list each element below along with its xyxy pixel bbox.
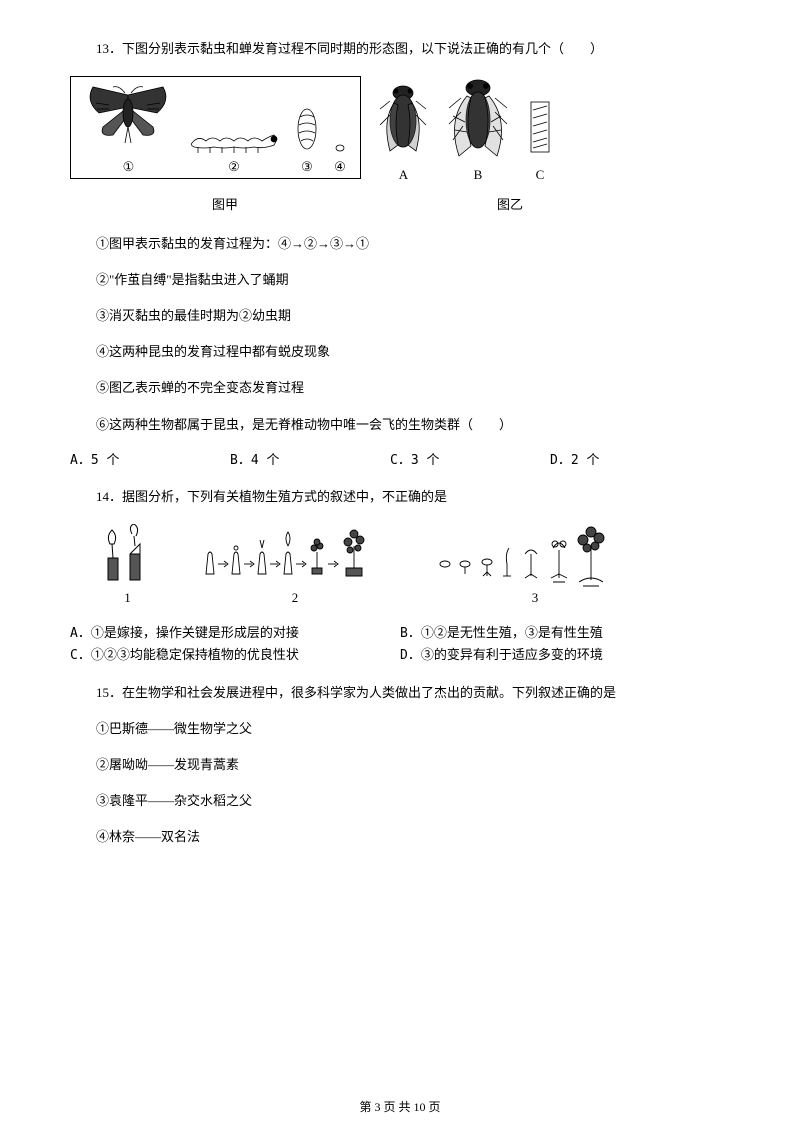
q13-s6: ⑥这两种生物都属于昆虫，是无脊椎动物中唯一会飞的生物类群（ ） — [70, 416, 730, 434]
q14-option-d[interactable]: D．③的变异有利于适应多变的环境 — [400, 647, 730, 665]
q14-option-b[interactable]: B．①②是无性生殖，③是有性生殖 — [400, 625, 730, 643]
q13-s2: ②"作茧自缚"是指黏虫进入了蛹期 — [70, 271, 730, 289]
q13-option-b[interactable]: B．4 个 — [230, 452, 390, 470]
figure-jia-caption: 图甲 — [70, 196, 380, 214]
q14-options-row2: C．①②③均能稳定保持植物的优良性状 D．③的变异有利于适应多变的环境 — [70, 647, 730, 665]
q14-option-a[interactable]: A．①是嫁接，操作关键是形成层的对接 — [70, 625, 400, 643]
figure-egg: ④ — [330, 128, 350, 176]
q13-options: A．5 个 B．4 个 C．3 个 D．2 个 — [70, 452, 730, 470]
q15-s1: ①巴斯德——微生物学之父 — [70, 720, 730, 738]
q14-figures: 1 2 — [100, 524, 730, 607]
page-footer: 第 3 页 共 10 页 — [0, 1099, 800, 1116]
q13-s1: ①图甲表示黏虫的发育过程为：④→②→③→① — [70, 235, 730, 253]
q13-s4: ④这两种昆虫的发育过程中都有蜕皮现象 — [70, 343, 730, 361]
figure-cicada-a: A — [376, 81, 431, 184]
figure-cicada-c: C — [525, 96, 555, 184]
q14-fig1: 1 — [100, 524, 155, 607]
figure-larva: ② — [184, 113, 284, 176]
label-2: ② — [228, 158, 240, 176]
q14-fig2: 2 — [200, 524, 390, 607]
q13-figures: ① ② ③ — [70, 76, 730, 184]
figure-jia-box: ① ② ③ — [70, 76, 361, 179]
label-3: ③ — [301, 158, 313, 176]
q14-options-row1: A．①是嫁接，操作关键是形成层的对接 B．①②是无性生殖，③是有性生殖 — [70, 625, 730, 643]
label-a: A — [399, 166, 408, 184]
label-1: ① — [123, 158, 135, 176]
q14-label-1: 1 — [124, 589, 131, 607]
q14-stem: 14．据图分析，下列有关植物生殖方式的叙述中，不正确的是 — [70, 488, 730, 506]
q13-option-d[interactable]: D．2 个 — [550, 452, 710, 470]
q14-label-2: 2 — [292, 589, 299, 607]
q14-fig3: 3 — [435, 524, 635, 607]
figure-moth: ① — [81, 83, 176, 176]
q13-captions: 图甲 图乙 — [70, 196, 730, 214]
q14-option-c[interactable]: C．①②③均能稳定保持植物的优良性状 — [70, 647, 400, 665]
q13-stem: 13．下图分别表示黏虫和蝉发育过程不同时期的形态图，以下说法正确的有几个（ ） — [70, 40, 730, 58]
label-b: B — [474, 166, 483, 184]
figure-cicada-b: B — [443, 76, 513, 184]
q14-label-3: 3 — [532, 589, 539, 607]
q13-s5: ⑤图乙表示蝉的不完全变态发育过程 — [70, 379, 730, 397]
q13-s3: ③消灭黏虫的最佳时期为②幼虫期 — [70, 307, 730, 325]
figure-yi-caption: 图乙 — [395, 196, 625, 214]
q13-option-c[interactable]: C．3 个 — [390, 452, 550, 470]
figure-pupa: ③ — [292, 103, 322, 176]
label-4: ④ — [334, 158, 346, 176]
q13-option-a[interactable]: A．5 个 — [70, 452, 230, 470]
figure-yi-set: A B — [376, 76, 555, 184]
q15-s3: ③袁隆平——杂交水稻之父 — [70, 792, 730, 810]
q15-stem: 15．在生物学和社会发展进程中，很多科学家为人类做出了杰出的贡献。下列叙述正确的… — [70, 684, 730, 702]
label-c: C — [536, 166, 545, 184]
q15-s4: ④林奈——双名法 — [70, 828, 730, 846]
q15-s2: ②屠呦呦——发现青蒿素 — [70, 756, 730, 774]
